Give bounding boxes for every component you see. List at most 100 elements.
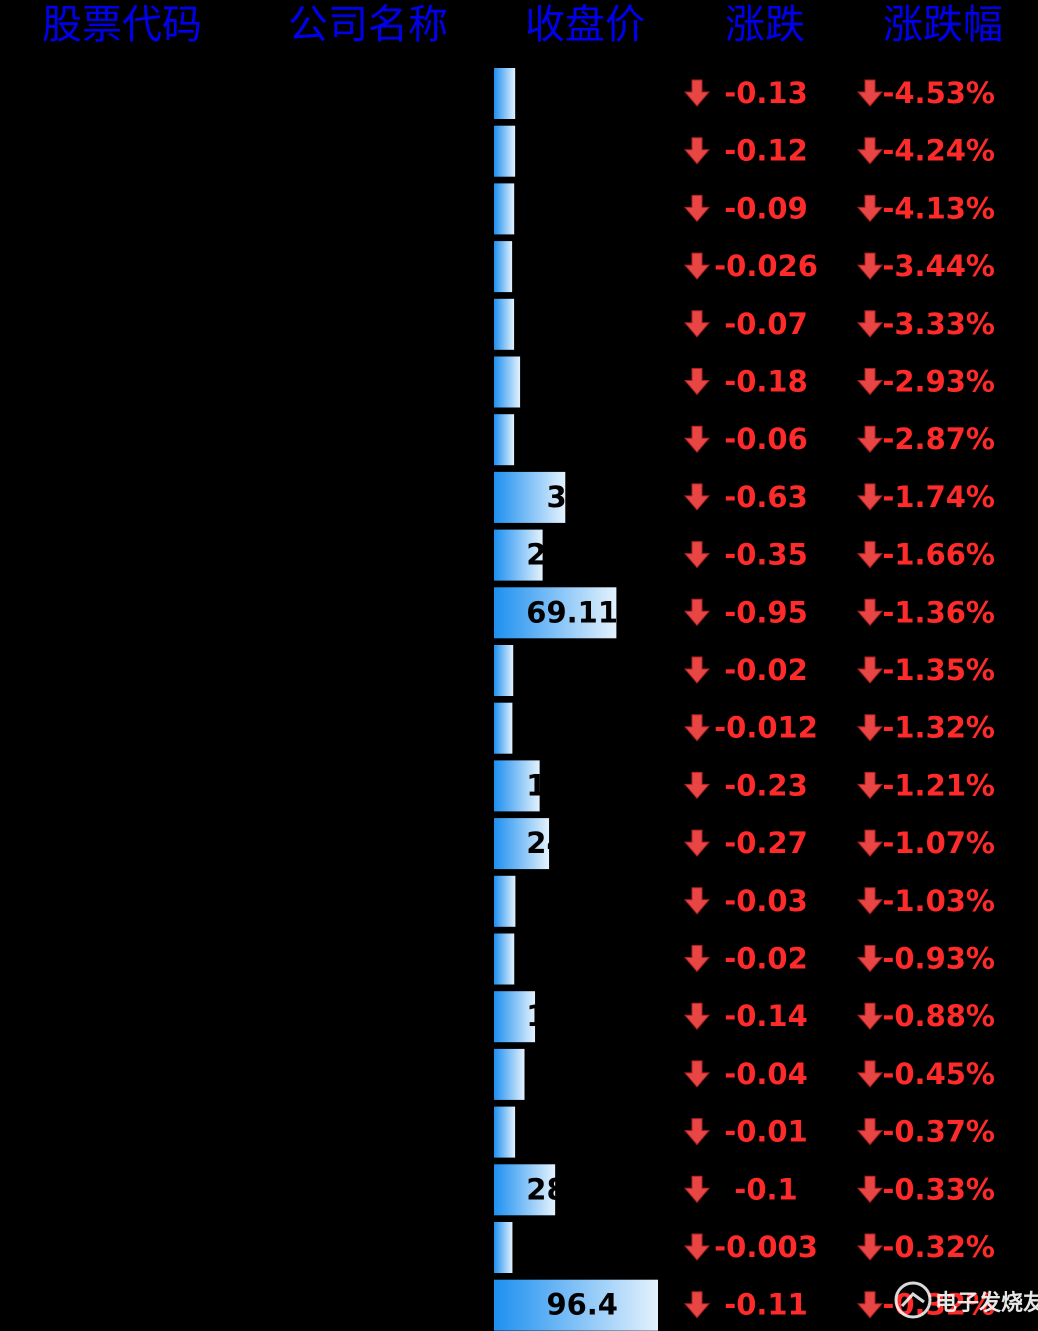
close-price: 20.73 xyxy=(526,538,618,572)
data-bar xyxy=(494,1048,525,1100)
down-arrow xyxy=(856,137,884,165)
close-price: 2.69 xyxy=(546,1115,618,1149)
change: -0.02 xyxy=(724,653,808,687)
close-price: 0.93 xyxy=(546,1230,618,1264)
data-bar xyxy=(494,1106,516,1158)
change-pct: -1.36% xyxy=(882,595,995,629)
close-price: 2.71 xyxy=(546,134,618,168)
down-arrow xyxy=(683,887,711,915)
down-arrow xyxy=(683,714,711,742)
change: -0.03 xyxy=(724,884,808,918)
down-arrow xyxy=(683,79,711,107)
down-arrow xyxy=(856,1118,884,1146)
down-arrow xyxy=(856,425,884,453)
change: -0.23 xyxy=(724,768,808,802)
close-price: 35.6 xyxy=(546,480,618,514)
change-pct: -1.35% xyxy=(882,653,995,687)
change-pct: -4.13% xyxy=(882,191,995,225)
change-pct: -1.32% xyxy=(882,711,995,745)
down-arrow xyxy=(856,1233,884,1261)
change-pct: -2.87% xyxy=(882,422,995,456)
close-price: 28.95 xyxy=(526,1172,618,1206)
data-bar xyxy=(494,125,516,177)
change: -0.18 xyxy=(724,365,808,399)
change-pct: -1.03% xyxy=(882,884,995,918)
down-arrow xyxy=(683,1291,711,1319)
change: -0.012 xyxy=(714,711,818,745)
change: -0.14 xyxy=(724,999,808,1033)
down-arrow xyxy=(856,368,884,396)
column-header: 公司名称 xyxy=(288,2,448,48)
down-arrow xyxy=(683,1175,711,1204)
down-arrow xyxy=(683,771,711,800)
change-pct: -0.88% xyxy=(882,999,995,1033)
data-bar xyxy=(494,241,513,293)
change: -0.27 xyxy=(724,826,808,860)
change: -0.1 xyxy=(734,1172,797,1206)
column-header: 股票代码 xyxy=(42,2,202,48)
change-pct: -0.32% xyxy=(882,1288,995,1322)
data-bar xyxy=(494,991,536,1043)
change-pct: -1.74% xyxy=(882,480,995,514)
data-bar xyxy=(494,529,543,581)
down-arrow xyxy=(683,425,711,453)
data-bar xyxy=(494,760,540,812)
down-arrow xyxy=(856,945,884,973)
change: -0.35 xyxy=(724,538,808,572)
down-arrow xyxy=(856,483,884,511)
change: -0.04 xyxy=(724,1057,808,1091)
down-arrow xyxy=(683,310,711,338)
down-arrow xyxy=(856,310,884,338)
column-header: 涨跌幅 xyxy=(883,2,1003,48)
data-bar xyxy=(494,875,516,927)
down-arrow xyxy=(856,1002,884,1030)
down-arrow xyxy=(856,194,884,223)
down-arrow xyxy=(683,1233,711,1261)
down-arrow xyxy=(856,598,884,627)
down-arrow xyxy=(856,79,884,107)
close-price: 5.96 xyxy=(546,365,618,399)
down-arrow xyxy=(856,1291,884,1319)
down-arrow xyxy=(683,1002,711,1030)
close-price: 8.85 xyxy=(546,1057,618,1091)
change-pct: -4.24% xyxy=(882,134,995,168)
change: -0.63 xyxy=(724,480,808,514)
change: -0.12 xyxy=(724,134,808,168)
data-bar xyxy=(494,1279,658,1331)
watermark-text: 电子发烧友 xyxy=(935,1290,1038,1316)
change: -0.11 xyxy=(724,1288,808,1322)
close-price: 15.77 xyxy=(526,999,618,1033)
change-pct: -3.44% xyxy=(882,249,995,283)
close-price: 24.96 xyxy=(526,826,618,860)
change: -0.09 xyxy=(724,191,808,225)
data-bar xyxy=(494,933,515,985)
down-arrow xyxy=(856,829,884,857)
data-bar xyxy=(494,1222,513,1273)
change-pct: -1.21% xyxy=(882,768,995,802)
down-arrow xyxy=(856,771,884,800)
down-arrow xyxy=(683,656,711,684)
change-pct: -0.93% xyxy=(882,942,995,976)
change: -0.06 xyxy=(724,422,808,456)
change-pct: -1.07% xyxy=(882,826,995,860)
close-price: 1.46 xyxy=(546,653,618,687)
close-price: 2.74 xyxy=(546,76,618,110)
change-pct: -1.66% xyxy=(882,538,995,572)
change-pct: -0.45% xyxy=(882,1057,995,1091)
data-bar xyxy=(494,818,550,870)
data-bar xyxy=(494,183,515,235)
down-arrow xyxy=(856,714,884,742)
data-bar xyxy=(494,587,617,639)
down-arrow xyxy=(683,137,711,165)
change: -0.95 xyxy=(724,595,808,629)
close-price: 69.11 xyxy=(526,595,618,629)
down-arrow xyxy=(856,656,884,684)
change-pct: -0.32% xyxy=(882,1230,995,1264)
change: -0.026 xyxy=(714,249,818,283)
change-pct: -0.37% xyxy=(882,1115,995,1149)
close-price: 2.03 xyxy=(546,422,618,456)
down-arrow xyxy=(683,252,711,280)
down-arrow xyxy=(683,1060,711,1088)
data-bar xyxy=(494,702,513,754)
down-arrow xyxy=(856,1060,884,1088)
